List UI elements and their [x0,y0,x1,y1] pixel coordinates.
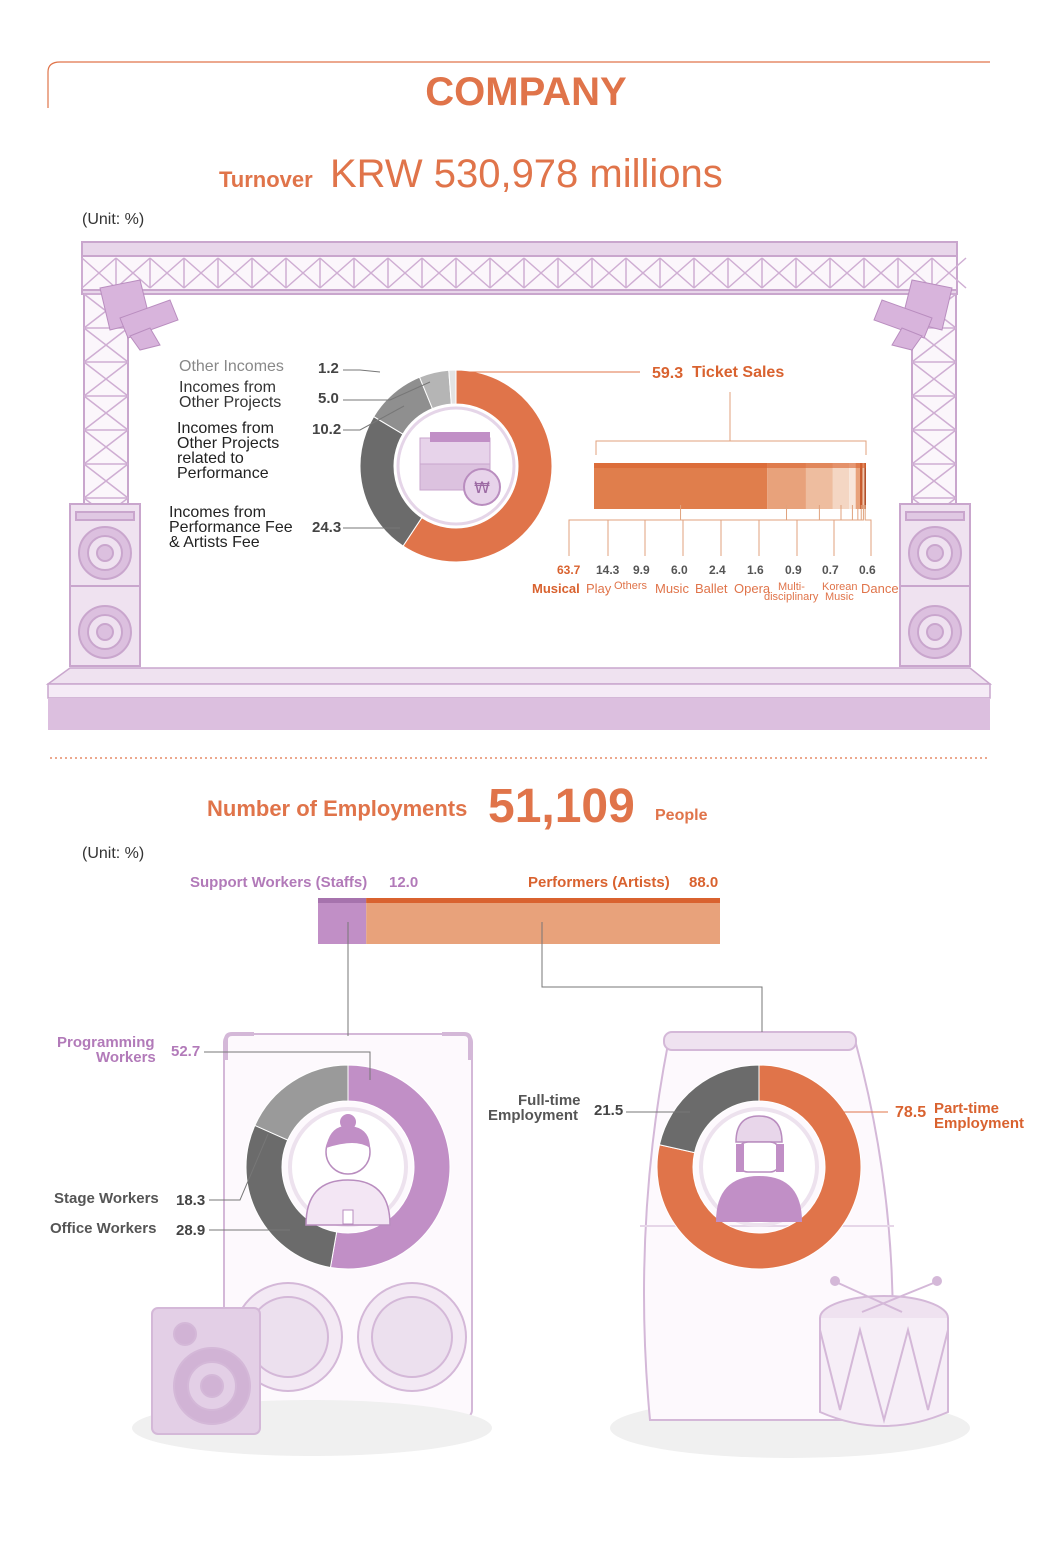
page-title: COMPANY [425,70,627,114]
label-performers: Performers (Artists) [528,874,670,891]
genre-value-3: 6.0 [671,563,688,577]
value-support-workers: 12.0 [389,874,419,891]
label-perf-fee-3: & Artists Fee [169,534,260,551]
label-parttime-1: Part-time [934,1100,1000,1117]
value-office-workers: 28.9 [176,1222,206,1239]
speaker-icon [69,503,971,667]
turnover-value: KRW 530,978 millions [330,152,723,196]
value-performers: 88.0 [689,874,719,891]
ticket-bar-segment-0 [594,463,768,509]
genre-name-5: Opera [734,581,771,596]
employment-bar-segment-1 [366,898,720,944]
support-workers-donut [245,1064,451,1270]
employment-label: Number of Employments [207,796,468,821]
support-slice-2 [254,1064,349,1141]
genre-name-6: Multi- [778,581,805,593]
ticket-bar-segment-5 [855,463,861,509]
value-fulltime: 21.5 [594,1102,624,1119]
genre-value-1: 14.3 [596,563,620,577]
support-slice-0 [329,1064,451,1270]
performers-donut [656,1064,862,1270]
header-frame-line [47,61,990,108]
performers-slice-0 [656,1064,862,1270]
value-programming: 52.7 [171,1043,201,1060]
employment-stacked-bar [318,898,720,944]
performer-icon [699,1107,819,1227]
ticket-bar-segment-6 [860,463,863,509]
turnover-donut [359,369,553,563]
label-perf-fee-2: Performance Fee [169,519,293,536]
value-perf-fee: 24.3 [312,519,342,536]
label-parttime-2: Employment [934,1115,1025,1132]
turnover-unit-note: (Unit: %) [82,211,145,228]
ticket-bar-segment-7 [862,463,865,509]
genre-name-9: Music [825,591,854,603]
label-other-projects-2: Other Projects [179,394,282,411]
label-fulltime-2: Employment [488,1107,579,1124]
label-related-3: related to [177,450,244,467]
label-fulltime-1: Full-time [518,1092,581,1109]
label-programming-1: Programming [57,1034,155,1051]
genre-name-3: Music [655,581,689,596]
label-ticket-sales: Ticket Sales [692,364,785,381]
genre-value-4: 2.4 [709,563,726,577]
employment-bar-top-0 [318,898,367,903]
genre-value-8: 0.6 [859,563,876,577]
stage-light-icon [99,279,953,351]
money-bundle-icon [396,406,516,526]
genre-name-2: Others [614,580,648,592]
woman-staff-icon [288,1107,408,1227]
genre-value-5: 1.6 [747,563,764,577]
value-parttime: 78.5 [895,1104,927,1121]
genre-value-7: 0.7 [822,563,839,577]
employment-bar-top-1 [366,898,720,903]
ticket-bar-segment-1 [767,463,806,509]
value-ticket-sales: 59.3 [652,365,684,382]
stage-floor [45,667,993,730]
label-related-1: Incomes from [177,420,274,437]
genre-value-0: 63.7 [557,563,581,577]
turnover-slice-4 [448,369,457,405]
genre-value-2: 9.9 [633,563,650,577]
support-slice-1 [245,1124,338,1269]
genre-name-10: Dance [861,581,899,596]
value-stage-workers: 18.3 [176,1192,206,1209]
genre-name-0: Musical [532,581,580,596]
genre-name-1: Play [586,581,612,596]
ticket-bar-top-edge [594,463,866,468]
genre-name-4: Ballet [695,581,728,596]
employment-unit-note: (Unit: %) [82,845,145,862]
ticket-bar-segment-4 [849,463,856,509]
label-other-projects-1: Incomes from [179,379,276,396]
ticket-bar-segment-8 [864,463,866,509]
employment-unit: People [655,807,708,824]
performers-slice-1 [658,1064,760,1154]
genre-name-8: Korean [822,581,858,593]
turnover-label: Turnover [219,167,313,192]
employment-value: 51,109 [488,780,635,833]
ticket-sales-stacked-bar [594,463,866,509]
label-other-incomes: Other Incomes [179,358,284,375]
genre-value-6: 0.9 [785,563,802,577]
leader-lines [204,369,888,1231]
label-related-4: Performance [177,465,269,482]
svg-text:₩: ₩ [474,478,490,497]
ticket-bar-segment-2 [805,463,833,509]
label-related-2: Other Projects [177,435,280,452]
ticket-bar-segment-3 [832,463,850,509]
label-stage-workers: Stage Workers [54,1190,159,1207]
employment-bar-segment-0 [318,898,367,944]
value-related-performance: 10.2 [312,421,342,438]
value-other-incomes: 1.2 [318,360,339,377]
label-programming-2: Workers [96,1049,156,1066]
won-coin-icon: ₩ [463,468,501,506]
label-perf-fee-1: Incomes from [169,504,266,521]
value-other-projects: 5.0 [318,390,339,407]
turnover-slice-0 [402,369,553,563]
label-office-workers: Office Workers [50,1220,157,1237]
genre-name-7: disciplinary [764,591,819,603]
label-support-workers: Support Workers (Staffs) [190,874,368,891]
